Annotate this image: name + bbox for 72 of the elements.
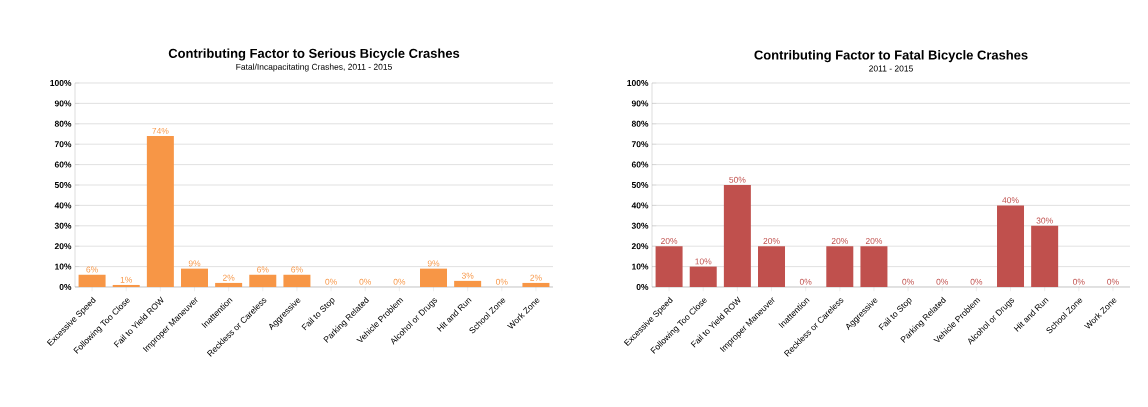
y-tick-label: 50% [631,182,649,188]
bar [860,246,888,287]
y-tick-label: 70% [631,141,649,148]
data-label: 0% [393,278,406,285]
y-tick-label: 100% [50,80,72,86]
data-label: 74% [152,127,169,134]
data-label: 20% [661,238,678,244]
bar [826,246,854,287]
y-tick-label: 100% [627,80,649,86]
data-label: 0% [970,278,983,285]
data-label: 0% [1107,278,1119,285]
y-tick-label: 10% [632,263,649,270]
y-tick-label: 20% [631,243,649,250]
data-label: 50% [729,176,746,183]
bar [454,280,482,287]
data-label: 10% [695,258,712,265]
bar [997,205,1025,287]
chart-subtitle: 2011 - 2015 [869,65,913,72]
data-label: 2% [222,274,235,281]
data-label: 0% [359,278,372,285]
bar [655,246,683,287]
y-tick-label: 50% [54,182,72,188]
data-label: 0% [902,278,914,285]
bar [420,268,447,287]
y-tick-label: 0% [636,284,649,290]
bar [283,274,311,287]
data-label: 20% [831,238,848,244]
data-label: 0% [325,278,337,285]
data-label: 9% [188,260,201,267]
data-label: 0% [936,278,949,285]
y-tick-label: 90% [54,100,72,107]
data-label: 30% [1036,217,1053,224]
chart-subtitle: Fatal/Incapacitating Crashes, 2011 - 2015 [236,63,392,72]
y-tick-label: 30% [54,222,72,229]
bar [689,266,717,287]
y-tick-label: 60% [54,161,72,168]
bar [181,268,208,287]
data-label: 9% [427,260,440,267]
data-label: 6% [257,266,269,273]
y-tick-label: 0% [59,284,72,290]
data-label: 0% [799,278,812,285]
y-tick-label: 70% [54,141,72,148]
bar [758,246,786,287]
y-tick-label: 40% [631,202,649,209]
bar [249,274,277,287]
data-label: 3% [461,272,474,279]
bar [215,282,243,287]
y-tick-label: 90% [631,100,649,107]
chart-title: Contributing Factor to Serious Bicycle Crashes [168,48,460,61]
data-label: 2% [530,274,542,281]
y-tick-label: 60% [631,161,649,168]
bar [723,185,751,287]
bar [146,136,174,287]
y-tick-label: 20% [54,243,72,250]
data-label: 1% [120,276,133,283]
bar [1031,225,1059,287]
data-label: 20% [865,238,883,244]
y-tick-label: 80% [631,120,649,127]
bar [78,274,106,287]
bar [112,284,140,287]
data-label: 6% [86,266,98,273]
chart-title: Contributing Factor to Fatal Bicycle Crashes [754,50,1028,63]
data-label: 6% [291,266,303,273]
data-label: 40% [1002,197,1019,204]
y-tick-label: 10% [55,263,72,270]
data-label: 20% [763,238,780,244]
y-tick-label: 40% [54,202,72,209]
y-tick-label: 30% [631,222,649,229]
bar [522,282,550,287]
data-label: 0% [1073,278,1085,285]
y-tick-label: 80% [54,120,72,127]
data-label: 0% [496,278,508,285]
